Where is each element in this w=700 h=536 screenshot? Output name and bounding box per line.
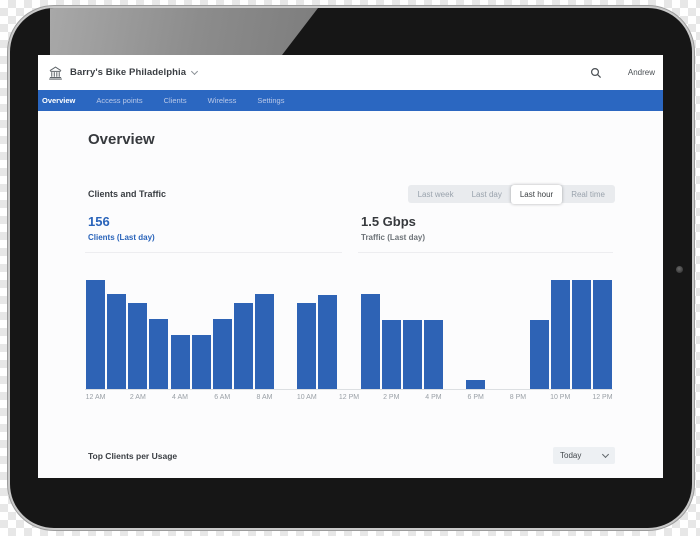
bar-slot-10-am [296, 280, 317, 389]
bar-slot-11-am [317, 280, 338, 389]
bar-11-am [318, 295, 338, 389]
x-axis-label: 8 PM [509, 394, 527, 401]
bar-4-am [170, 334, 190, 389]
traffic-stat-label: Traffic (Last day) [361, 233, 426, 242]
clients-stat-value: 156 [88, 214, 110, 229]
traffic-stat-value: 1.5 Gbps [361, 214, 416, 229]
nav-item-settings[interactable]: Settings [257, 96, 285, 105]
clients-stat-label: Clients (Last day) [88, 233, 155, 242]
organization-building-icon [49, 66, 62, 80]
bar-6-pm [466, 380, 486, 389]
screen: Barry's Bike Philadelphia Andrew Overvie… [38, 55, 663, 478]
bar-2-am [128, 302, 148, 389]
bar-chart-x-axis: 12 AM 2 AM 4 AM 6 AM 8 AM 10 AM 12 PM 2 PM 4 PM 6… [85, 394, 613, 406]
bar-slot-10-pm [550, 280, 571, 389]
bar-slot-4-am [170, 280, 191, 389]
x-axis-label: 12 PM [338, 394, 360, 401]
nav-item-overview[interactable]: Overview [42, 96, 76, 105]
bar-slot-9-pm [529, 280, 550, 389]
x-axis-label: 8 AM [256, 394, 273, 401]
chevron-down-icon [601, 450, 610, 459]
bar-slot-11-pm [571, 280, 592, 389]
chevron-down-icon[interactable] [191, 67, 199, 76]
camera-icon [676, 266, 683, 273]
bezel-glare [50, 8, 318, 57]
x-axis-label: 6 PM [467, 394, 484, 401]
bar-4-pm [424, 320, 444, 389]
filter-last-hour[interactable]: Last hour [510, 184, 563, 204]
bar-slot-9-am [275, 280, 296, 389]
bar-8-am [255, 294, 275, 389]
top-clients-section-header: Top Clients per Usage Today [88, 447, 615, 464]
x-axis-label: 10 AM [296, 394, 317, 401]
bar-2-pm [381, 320, 401, 389]
bar-slot-12-pm [592, 280, 613, 389]
bar-slot-3-pm [402, 280, 423, 389]
filter-real-time[interactable]: Real time [571, 189, 605, 199]
bar-5-am [191, 334, 211, 389]
bar-slot-1-pm [360, 280, 381, 389]
bar-slot-1-am [106, 280, 127, 389]
nav-item-wireless[interactable]: Wireless [207, 96, 237, 105]
nav-item-access-points[interactable]: Access points [96, 96, 143, 105]
bar-slot-8-pm [508, 280, 529, 389]
bar-slot-12-am [85, 280, 106, 389]
bar-10-am [297, 302, 317, 389]
app-header: Barry's Bike Philadelphia Andrew [38, 55, 663, 90]
x-axis-label: 2 PM [383, 394, 400, 401]
x-axis-label: 4 AM [172, 394, 189, 401]
bar-9-pm [529, 320, 549, 389]
bar-slot-5-pm [444, 280, 465, 389]
nav-item-clients[interactable]: Clients [163, 96, 187, 105]
bar-slot-6-am [212, 280, 233, 389]
bar-1-pm [360, 294, 380, 389]
x-axis-label: 12 PM [592, 394, 613, 401]
bar-slot-5-am [191, 280, 212, 389]
bar-slot-12-pm [339, 280, 360, 389]
bar-slot-2-pm [381, 280, 402, 389]
tablet-frame: Barry's Bike Philadelphia Andrew Overvie… [8, 6, 694, 530]
time-filter-group: Last week Last day Last hour Real time [407, 184, 615, 204]
clients-stat[interactable]: 156 Clients (Last day) [85, 214, 342, 253]
x-axis-label: 12 AM [85, 394, 106, 401]
bar-slot-4-pm [423, 280, 444, 389]
nav-bar: Overview Access points Clients Wireless Sett… [38, 90, 663, 111]
bar-chart [85, 280, 613, 390]
org-name[interactable]: Barry's Bike Philadelphia [70, 67, 187, 78]
clients-traffic-section-header: Clients and Traffic Last week Last day Las… [88, 184, 615, 204]
section-title: Clients and Traffic [88, 189, 167, 199]
user-menu[interactable]: Andrew [627, 68, 655, 77]
bar-slot-7-am [233, 280, 254, 389]
traffic-stat[interactable]: 1.5 Gbps Traffic (Last day) [358, 214, 613, 253]
x-axis-label: 6 AM [214, 394, 231, 401]
page-content: Overview Clients and Traffic Last week La… [38, 111, 663, 478]
bar-slot-3-am [148, 280, 169, 389]
bar-12-pm [593, 280, 613, 389]
search-icon[interactable] [590, 67, 602, 79]
x-axis-label: 10 PM [550, 394, 571, 401]
range-select-value: Today [560, 451, 582, 460]
bar-slot-6-pm [465, 280, 486, 389]
filter-last-week[interactable]: Last week [417, 189, 454, 199]
bar-3-am [149, 319, 169, 389]
bar-11-pm [571, 280, 591, 389]
bar-slot-7-pm [486, 280, 507, 389]
bar-10-pm [550, 280, 570, 389]
bar-7-am [233, 302, 253, 389]
bar-6-am [212, 319, 232, 389]
bar-slot-2-am [127, 280, 148, 389]
range-select-dropdown[interactable]: Today [553, 447, 615, 464]
bar-12-am [86, 280, 106, 389]
x-axis-label: 2 AM [129, 394, 146, 401]
bar-3-pm [402, 320, 422, 389]
top-clients-title: Top Clients per Usage [88, 450, 178, 461]
filter-last-day[interactable]: Last day [471, 189, 502, 199]
page-title: Overview [88, 131, 155, 148]
bar-1-am [107, 294, 127, 389]
bar-slot-8-am [254, 280, 275, 389]
x-axis-label: 4 PM [425, 394, 442, 401]
